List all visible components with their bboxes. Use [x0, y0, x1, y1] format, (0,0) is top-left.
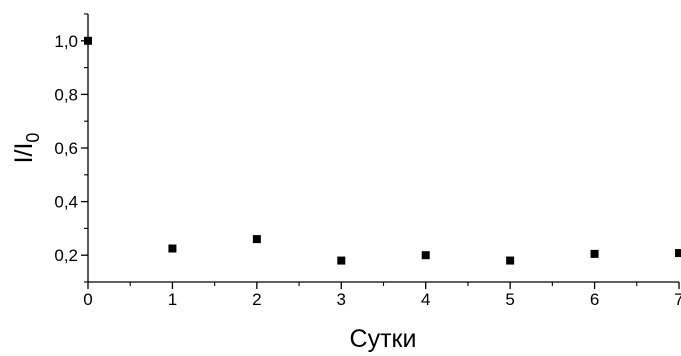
x-tick-label: 1 — [168, 290, 177, 309]
x-tick-label: 6 — [590, 290, 599, 309]
data-point — [252, 235, 261, 244]
data-point — [675, 249, 681, 258]
data-point — [337, 256, 346, 265]
x-tick-label: 5 — [505, 290, 514, 309]
y-tick-label: 0,4 — [54, 193, 78, 212]
x-tick-label: 4 — [421, 290, 430, 309]
y-tick-label: 1,0 — [54, 32, 78, 51]
data-point — [168, 244, 177, 253]
x-axis-title: Сутки — [350, 325, 417, 353]
y-tick-label: 0,8 — [54, 85, 78, 104]
y-axis-title-main: I/I — [10, 143, 38, 164]
data-points — [84, 36, 681, 265]
y-tick-label: 0,2 — [54, 246, 78, 265]
data-point — [506, 256, 515, 265]
x-tick-label: 2 — [252, 290, 261, 309]
data-point — [421, 251, 430, 260]
plot-area — [87, 14, 679, 283]
y-axis-ticks: 0,2 0,4 0,6 0,8 1,0 — [54, 13, 88, 283]
data-point — [590, 249, 599, 258]
x-tick-label: 0 — [83, 290, 92, 309]
y-tick-label: 0,6 — [54, 139, 78, 158]
x-tick-label: 3 — [337, 290, 346, 309]
y-axis-title: I/I0 — [10, 133, 43, 164]
x-tick-label: 7 — [674, 290, 681, 309]
y-axis-title-subscript: 0 — [23, 133, 43, 143]
x-axis-ticks: 0 1 2 3 4 5 6 7 — [83, 282, 681, 309]
data-point — [84, 36, 92, 45]
